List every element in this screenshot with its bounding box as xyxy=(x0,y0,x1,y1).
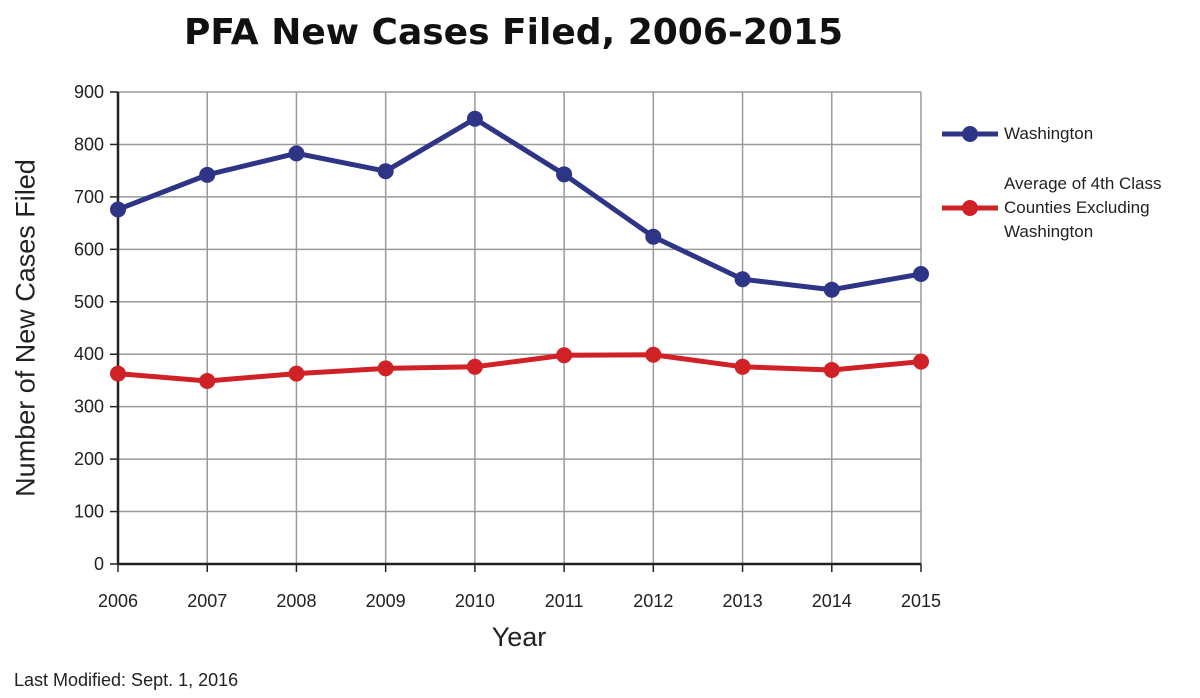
data-point-average-4th-class xyxy=(377,360,394,377)
x-tick-label: 2011 xyxy=(545,591,584,611)
data-point-washington xyxy=(823,281,840,298)
data-point-washington xyxy=(288,145,305,162)
x-tick-label: 2010 xyxy=(455,591,495,611)
x-tick-label: 2013 xyxy=(723,591,763,611)
data-point-washington xyxy=(734,271,751,288)
y-tick-label: 100 xyxy=(74,502,104,522)
legend-label-line: Washington xyxy=(1004,222,1094,241)
data-point-washington xyxy=(913,265,929,282)
data-point-average-4th-class xyxy=(823,361,840,378)
data-point-washington xyxy=(645,228,662,245)
last-modified-note: Last Modified: Sept. 1, 2016 xyxy=(14,670,239,690)
x-axis-label: Year xyxy=(491,622,547,652)
x-tick-label: 2015 xyxy=(901,591,941,611)
data-point-average-4th-class xyxy=(734,358,751,375)
chart-title: PFA New Cases Filed, 2006-2015 xyxy=(183,12,844,53)
legend-swatch-average xyxy=(942,200,998,216)
legend-swatch-washington xyxy=(942,126,998,142)
data-point-washington xyxy=(556,166,573,183)
data-point-average-4th-class xyxy=(466,358,483,375)
data-point-average-4th-class xyxy=(199,372,216,389)
y-tick-label: 0 xyxy=(94,554,104,574)
x-tick-label: 2009 xyxy=(366,591,406,611)
x-tick-labels: 2006 2007 2008 2009 2010 2011 2012 2013 2014 2015 xyxy=(98,591,941,611)
data-point-washington xyxy=(466,110,483,127)
y-tick-label: 500 xyxy=(74,292,104,312)
data-point-washington xyxy=(377,163,394,180)
y-tick-label: 700 xyxy=(74,187,104,207)
data-point-average-4th-class xyxy=(913,353,929,370)
data-point-average-4th-class xyxy=(288,365,305,382)
y-axis-label: Number of New Cases Filed xyxy=(10,159,41,497)
data-point-washington xyxy=(199,166,216,183)
chart-series-points xyxy=(110,110,929,389)
y-tick-label: 600 xyxy=(74,239,104,259)
x-tick-label: 2007 xyxy=(187,591,227,611)
series-line-washington xyxy=(117,116,922,293)
y-tick-label: 900 xyxy=(74,82,104,102)
data-point-average-4th-class xyxy=(645,346,662,363)
x-tick-label: 2008 xyxy=(276,591,316,611)
x-tick-label: 2014 xyxy=(812,591,852,611)
data-point-average-4th-class xyxy=(556,347,573,364)
y-tick-label: 200 xyxy=(74,449,104,469)
chart-grid xyxy=(118,91,922,564)
x-tick-label: 2012 xyxy=(633,591,673,611)
legend-label-line: Counties Excluding xyxy=(1004,198,1150,217)
x-tick-label: 2006 xyxy=(98,591,138,611)
legend-label-line: Average of 4th Class xyxy=(1004,174,1162,193)
data-point-washington xyxy=(110,201,126,218)
chart-series-lines xyxy=(117,116,922,384)
data-point-average-4th-class xyxy=(110,365,126,382)
legend-label-line: Washington xyxy=(1004,124,1094,143)
series-line-average-4th-class xyxy=(117,352,922,384)
y-tick-label: 800 xyxy=(74,134,104,154)
y-tick-labels: 0 100 200 300 400 500 600 700 800 900 xyxy=(74,82,104,574)
y-tick-label: 400 xyxy=(74,344,104,364)
chart-axes xyxy=(110,91,922,572)
y-tick-label: 300 xyxy=(74,397,104,417)
